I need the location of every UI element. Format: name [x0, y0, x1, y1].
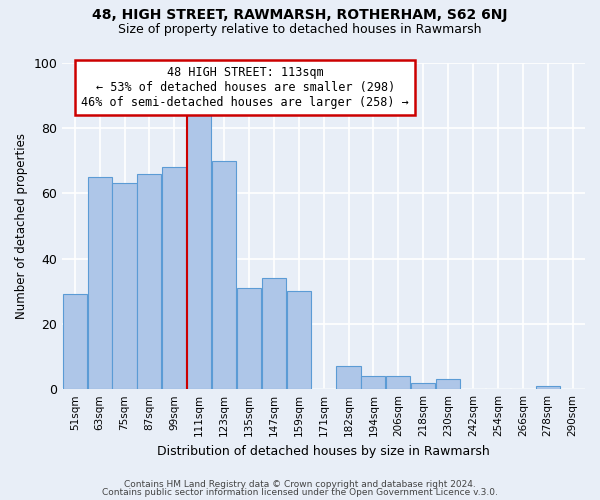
- Bar: [162, 167, 187, 389]
- Bar: [137, 174, 161, 389]
- Bar: [237, 288, 261, 389]
- Text: 48, HIGH STREET, RAWMARSH, ROTHERHAM, S62 6NJ: 48, HIGH STREET, RAWMARSH, ROTHERHAM, S6…: [92, 8, 508, 22]
- Bar: [536, 386, 560, 389]
- Bar: [337, 366, 361, 389]
- Text: Contains HM Land Registry data © Crown copyright and database right 2024.: Contains HM Land Registry data © Crown c…: [124, 480, 476, 489]
- Bar: [411, 382, 435, 389]
- Bar: [62, 294, 87, 389]
- Bar: [436, 380, 460, 389]
- Text: Contains public sector information licensed under the Open Government Licence v.: Contains public sector information licen…: [102, 488, 498, 497]
- Bar: [112, 184, 137, 389]
- Bar: [187, 115, 211, 389]
- Bar: [88, 177, 112, 389]
- Text: 48 HIGH STREET: 113sqm
← 53% of detached houses are smaller (298)
46% of semi-de: 48 HIGH STREET: 113sqm ← 53% of detached…: [82, 66, 409, 109]
- Y-axis label: Number of detached properties: Number of detached properties: [15, 133, 28, 319]
- Bar: [212, 160, 236, 389]
- Bar: [361, 376, 385, 389]
- Bar: [262, 278, 286, 389]
- Text: Size of property relative to detached houses in Rawmarsh: Size of property relative to detached ho…: [118, 22, 482, 36]
- Bar: [386, 376, 410, 389]
- Bar: [287, 291, 311, 389]
- X-axis label: Distribution of detached houses by size in Rawmarsh: Distribution of detached houses by size …: [157, 444, 490, 458]
